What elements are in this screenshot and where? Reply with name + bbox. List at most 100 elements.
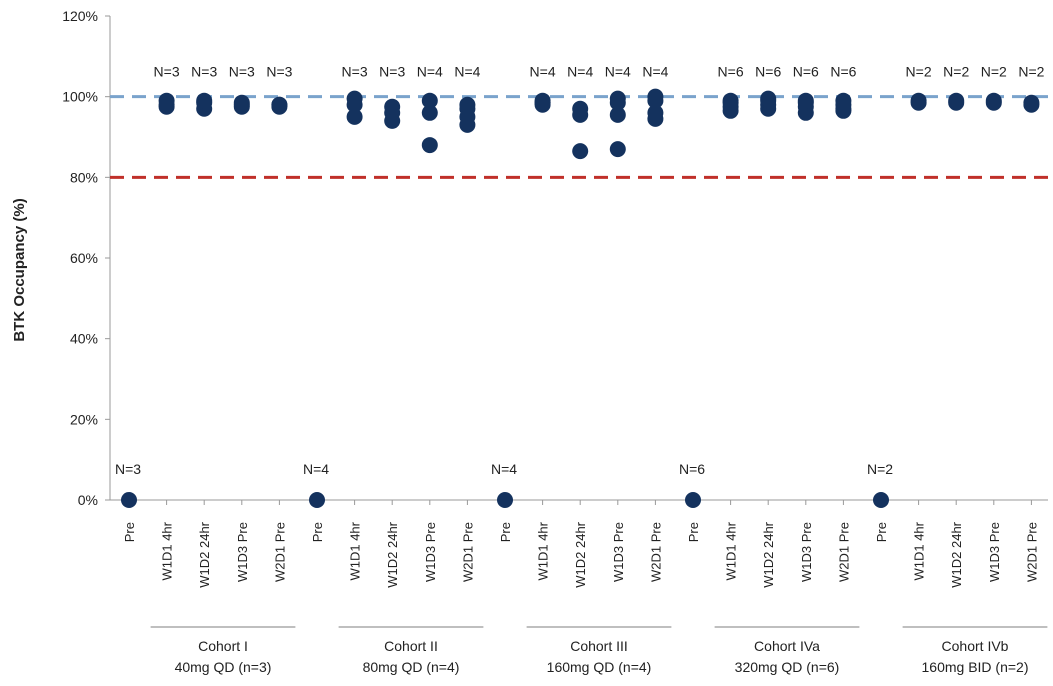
- n-label: N=4: [417, 64, 443, 80]
- data-point: [346, 90, 363, 107]
- data-point: [609, 90, 626, 107]
- n-label: N=4: [642, 64, 668, 80]
- data-point: [572, 100, 589, 117]
- n-label: N=2: [981, 64, 1007, 80]
- data-point: [910, 92, 927, 109]
- n-label: N=3: [191, 64, 217, 80]
- n-label: N=6: [718, 64, 744, 80]
- y-tick-label: 60%: [70, 250, 98, 266]
- x-tick-label: W1D3 Pre: [235, 522, 250, 582]
- x-tick-label: W1D3 Pre: [611, 522, 626, 582]
- x-tick-label: W1D1 4hr: [536, 521, 551, 580]
- cohort-dose: 320mg QD (n=6): [735, 659, 840, 675]
- cohort-name: Cohort III: [570, 638, 628, 654]
- x-tick-label: Pre: [686, 522, 701, 542]
- data-point: [985, 92, 1002, 109]
- data-point: [948, 92, 965, 109]
- x-tick-label: W1D1 4hr: [724, 521, 739, 580]
- x-tick-label: W1D1 4hr: [912, 521, 927, 580]
- n-label: N=6: [830, 64, 856, 80]
- n-label: N=2: [867, 461, 893, 477]
- data-point: [459, 96, 476, 113]
- data-point: [534, 92, 551, 109]
- data-point: [346, 108, 363, 125]
- n-label: N=4: [530, 64, 556, 80]
- data-points: [121, 88, 1040, 508]
- x-tick-label: W1D3 Pre: [987, 522, 1002, 582]
- data-point: [158, 98, 175, 115]
- cohort-dose: 80mg QD (n=4): [363, 659, 460, 675]
- x-axis: Pre W1D1 4hr W1D2 24hr W1D3 Pre W2D1 Pre Pre W…: [110, 499, 1048, 588]
- x-tick-label: W1D2 24hr: [573, 521, 588, 587]
- cohort-name: Cohort II: [384, 638, 438, 654]
- data-point: [497, 492, 513, 508]
- n-label: N=4: [605, 64, 631, 80]
- x-tick-label: W1D3 Pre: [423, 522, 438, 582]
- n-label: N=2: [943, 64, 969, 80]
- n-label: N=3: [342, 64, 368, 80]
- data-point: [760, 90, 777, 107]
- data-point: [572, 143, 589, 160]
- x-tick-label: W2D1 Pre: [648, 522, 663, 582]
- data-point: [609, 106, 626, 123]
- y-tick-label: 80%: [70, 169, 98, 185]
- reference-lines: [110, 95, 1048, 179]
- x-tick-label: W1D3 Pre: [799, 522, 814, 582]
- cohort-name: Cohort IVb: [942, 638, 1009, 654]
- n-label: N=3: [115, 461, 141, 477]
- data-point: [797, 92, 814, 109]
- n-label: N=3: [266, 64, 292, 80]
- data-point: [384, 98, 401, 115]
- n-label: N=6: [755, 64, 781, 80]
- n-label: N=4: [491, 461, 517, 477]
- data-point: [609, 141, 626, 158]
- x-tick-label: Pre: [498, 522, 513, 542]
- x-tick-label: W2D1 Pre: [836, 522, 851, 582]
- y-tick-label: 0%: [78, 492, 98, 508]
- n-label: N=3: [379, 64, 405, 80]
- n-labels: N=3 N=3 N=3 N=3 N=3 N=4 N=3 N=3 N=4 N=4 N=4 N=4 N=4 N…: [115, 64, 1045, 477]
- x-tick-label: W1D1 4hr: [160, 521, 175, 580]
- data-point: [647, 88, 664, 105]
- n-label: N=2: [906, 64, 932, 80]
- n-label: N=3: [229, 64, 255, 80]
- cohort-name: Cohort IVa: [754, 638, 820, 654]
- cohort-dose: 40mg QD (n=3): [175, 659, 272, 675]
- n-label: N=2: [1018, 64, 1044, 80]
- data-point: [271, 96, 288, 113]
- data-point: [647, 104, 664, 121]
- data-point: [421, 92, 438, 109]
- y-tick-label: 120%: [62, 8, 98, 24]
- cohort-dose: 160mg QD (n=4): [547, 659, 652, 675]
- y-tick-label: 20%: [70, 411, 98, 427]
- n-label: N=4: [567, 64, 593, 80]
- x-tick-label: W1D2 24hr: [949, 521, 964, 587]
- n-label: N=4: [303, 461, 329, 477]
- x-tick-label: Pre: [310, 522, 325, 542]
- data-point: [309, 492, 325, 508]
- data-point: [685, 492, 701, 508]
- data-point: [421, 137, 438, 154]
- data-point: [233, 94, 250, 111]
- cohort-dose: 160mg BID (n=2): [922, 659, 1029, 675]
- y-axis: 0% 20% 40% 60% 80% 100% 120%: [62, 8, 111, 508]
- n-label: N=4: [454, 64, 480, 80]
- x-tick-label: W2D1 Pre: [460, 522, 475, 582]
- x-tick-label: W2D1 Pre: [272, 522, 287, 582]
- cohort-name: Cohort I: [198, 638, 248, 654]
- y-axis-label: BTK Occupancy (%): [11, 198, 28, 341]
- data-point: [121, 492, 137, 508]
- y-tick-label: 40%: [70, 331, 98, 347]
- x-tick-label: W1D1 4hr: [348, 521, 363, 580]
- data-point: [722, 92, 739, 109]
- cohort-groups: Cohort I 40mg QD (n=3) Cohort II 80mg QD (n…: [150, 626, 1048, 675]
- data-point: [873, 492, 889, 508]
- x-tick-label: Pre: [874, 522, 889, 542]
- n-label: N=6: [793, 64, 819, 80]
- data-point: [421, 104, 438, 121]
- n-label: N=3: [154, 64, 180, 80]
- x-tick-label: W1D2 24hr: [197, 521, 212, 587]
- x-tick-label: W2D1 Pre: [1024, 522, 1039, 582]
- data-point: [196, 92, 213, 109]
